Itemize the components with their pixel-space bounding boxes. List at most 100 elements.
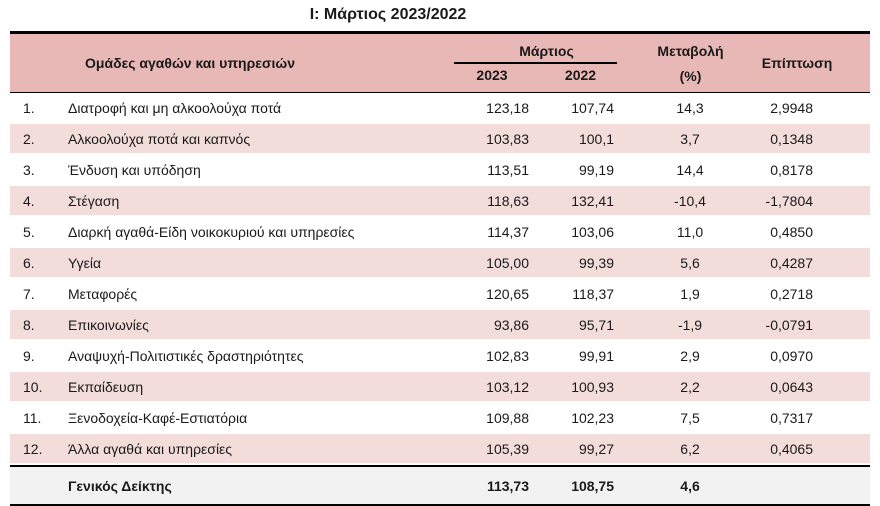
table-row: 11. Ξενοδοχεία-Καφέ-Εστιατόρια 109,88 102,2…: [10, 403, 871, 434]
row-number: 11.: [10, 403, 62, 434]
header-groups: Ομάδες αγαθών και υπηρεσιών: [10, 34, 440, 93]
category-name: Ξενοδοχεία-Καφέ-Εστιατόρια: [62, 403, 440, 434]
general-index-row: Γενικός Δείκτης 113,73 108,75 4,6: [10, 465, 871, 504]
header-change: Μεταβολή (%): [617, 34, 743, 93]
change-percent: 2,2: [617, 372, 743, 403]
category-name: Στέγαση: [62, 186, 440, 217]
table-row: 2. Αλκοολούχα ποτά και καπνός 103,83 100,1 3…: [10, 124, 871, 155]
category-name: Διαρκή αγαθά-Είδη νοικοκυριού και υπηρεσ…: [62, 217, 440, 248]
impact-value: 0,0643: [742, 372, 871, 403]
impact-value: 2,9948: [742, 93, 871, 124]
index-2023: 114,37: [440, 217, 532, 248]
table-row: 10. Εκπαίδευση 103,12 100,93 2,2 0,0643: [10, 372, 871, 403]
index-2022: 118,37: [532, 279, 618, 310]
row-number: 7.: [10, 279, 62, 310]
index-2022: 99,19: [532, 155, 618, 186]
row-number: 5.: [10, 217, 62, 248]
header-row-top: Ομάδες αγαθών και υπηρεσιών Μάρτιος Μετα…: [10, 34, 871, 93]
header-change-line2: (%): [679, 67, 702, 84]
change-percent: 7,5: [617, 403, 743, 434]
cpi-table: Ομάδες αγαθών και υπηρεσιών Μάρτιος Μετα…: [10, 31, 871, 506]
impact-value: 0,7317: [742, 403, 871, 434]
row-number: 4.: [10, 186, 62, 217]
general-index-label: Γενικός Δείκτης: [62, 465, 440, 504]
index-2022: 100,1: [532, 124, 618, 155]
index-2022: 132,41: [532, 186, 618, 217]
row-number: 1.: [10, 93, 62, 124]
table-row: 12. Άλλα αγαθά και υπηρεσίες 105,39 99,27 6,…: [10, 434, 871, 465]
impact-value: -1,7804: [742, 186, 871, 217]
table-row: 5. Διαρκή αγαθά-Είδη νοικοκυριού και υπηρ…: [10, 217, 871, 248]
table-row: 4. Στέγαση 118,63 132,41 -10,4 -1,7804: [10, 186, 871, 217]
index-2023: 120,65: [440, 279, 532, 310]
index-2023: 105,00: [440, 248, 532, 279]
change-percent: 1,9: [617, 279, 743, 310]
category-name: Επικοινωνίες: [62, 310, 440, 341]
impact-value: 0,4287: [742, 248, 871, 279]
impact-value: 0,4850: [742, 217, 871, 248]
table-row: 6. Υγεία 105,00 99,39 5,6 0,4287: [10, 248, 871, 279]
index-2022: 107,74: [532, 93, 618, 124]
header-year-2022: 2022: [532, 64, 618, 93]
change-percent: -1,9: [617, 310, 743, 341]
index-2022: 95,71: [532, 310, 618, 341]
impact-value: 0,4065: [742, 434, 871, 465]
row-number: 6.: [10, 248, 62, 279]
row-number: 12.: [10, 434, 62, 465]
index-2023: 105,39: [440, 434, 532, 465]
table-footer: Γενικός Δείκτης 113,73 108,75 4,6: [10, 465, 871, 504]
table-row: 1. Διατροφή και μη αλκοολούχα ποτά 123,18 1…: [10, 93, 871, 124]
impact-value: -0,0791: [742, 310, 871, 341]
table-row: 9. Αναψυχή-Πολιτιστικές δραστηριότητες 102…: [10, 341, 871, 372]
index-2023: 102,83: [440, 341, 532, 372]
change-percent: -10,4: [617, 186, 743, 217]
category-name: Διατροφή και μη αλκοολούχα ποτά: [62, 93, 440, 124]
category-name: Ένδυση και υπόδηση: [62, 155, 440, 186]
header-impact: Επίπτωση: [742, 34, 871, 93]
impact-value: 0,8178: [742, 155, 871, 186]
general-index-change: 4,6: [617, 465, 743, 504]
general-index-2022: 108,75: [532, 465, 618, 504]
change-percent: 14,4: [617, 155, 743, 186]
change-percent: 6,2: [617, 434, 743, 465]
index-2022: 102,23: [532, 403, 618, 434]
change-percent: 11,0: [617, 217, 743, 248]
row-number: 9.: [10, 341, 62, 372]
index-2022: 99,39: [532, 248, 618, 279]
header-change-line1: Μεταβολή: [657, 42, 724, 59]
change-percent: 5,6: [617, 248, 743, 279]
header-month-group: Μάρτιος: [440, 34, 640, 64]
table-row: 8. Επικοινωνίες 93,86 95,71 -1,9 -0,0791: [10, 310, 871, 341]
header-month-label: Μάρτιος: [454, 43, 640, 64]
category-name: Μεταφορές: [62, 279, 440, 310]
index-2023: 113,51: [440, 155, 532, 186]
table-row: 3. Ένδυση και υπόδηση 113,51 99,19 14,4 0,817…: [10, 155, 871, 186]
general-index-num-spacer: [10, 465, 62, 504]
change-percent: 2,9: [617, 341, 743, 372]
row-number: 8.: [10, 310, 62, 341]
page-title: Ι: Μάρτιος 2023/2022: [309, 6, 467, 23]
impact-value: 0,2718: [742, 279, 871, 310]
category-name: Υγεία: [62, 248, 440, 279]
index-2023: 103,12: [440, 372, 532, 403]
change-percent: 3,7: [617, 124, 743, 155]
general-index-impact: [742, 465, 871, 504]
index-2023: 109,88: [440, 403, 532, 434]
header-row-years: 2023 2022: [10, 64, 870, 93]
index-2022: 100,93: [532, 372, 618, 403]
table-header: Ομάδες αγαθών και υπηρεσιών Μάρτιος Μετα…: [10, 34, 871, 93]
index-2023: 118,63: [440, 186, 532, 217]
index-2022: 103,06: [532, 217, 618, 248]
row-number: 10.: [10, 372, 62, 403]
category-name: Αλκοολούχα ποτά και καπνός: [62, 124, 440, 155]
index-2023: 103,83: [440, 124, 532, 155]
index-2022: 99,91: [532, 341, 618, 372]
change-percent: 14,3: [617, 93, 743, 124]
row-number: 3.: [10, 155, 62, 186]
header-year-2023: 2023: [440, 64, 532, 93]
category-name: Εκπαίδευση: [62, 372, 440, 403]
index-2023: 123,18: [440, 93, 532, 124]
category-name: Άλλα αγαθά και υπηρεσίες: [62, 434, 440, 465]
impact-value: 0,1348: [742, 124, 871, 155]
